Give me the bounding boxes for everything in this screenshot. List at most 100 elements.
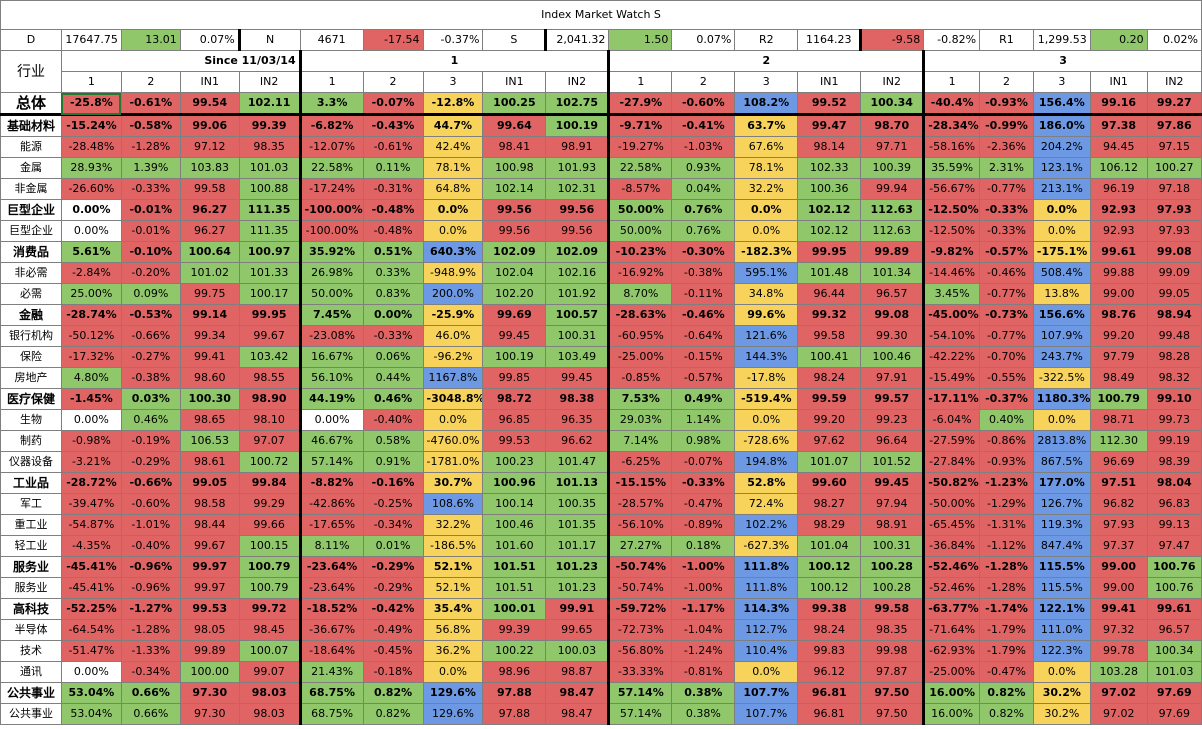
data-cell[interactable]: 213.1% <box>1032 178 1091 200</box>
data-cell[interactable]: 97.71 <box>860 136 925 158</box>
data-cell[interactable]: 0.11% <box>362 157 424 179</box>
data-cell[interactable]: 52.1% <box>422 577 484 599</box>
data-cell[interactable]: 98.27 <box>797 493 862 515</box>
index-quote-cell[interactable]: 2,041.32 <box>544 29 610 51</box>
data-cell[interactable]: 98.58 <box>179 493 240 515</box>
data-cell[interactable]: 78.1% <box>734 157 799 179</box>
data-cell[interactable]: -1.29% <box>979 493 1034 515</box>
data-cell[interactable]: -0.01% <box>120 199 181 221</box>
data-cell[interactable]: 0.04% <box>671 178 736 200</box>
data-cell[interactable]: 7.45% <box>298 304 364 326</box>
data-cell[interactable]: 102.14 <box>482 178 547 200</box>
data-cell[interactable]: 99.72 <box>238 598 301 620</box>
data-cell[interactable]: 0.91% <box>362 451 424 473</box>
data-cell[interactable]: -0.19% <box>120 430 181 452</box>
data-cell[interactable]: 0.66% <box>120 703 181 725</box>
data-cell[interactable]: 100.46 <box>482 514 547 536</box>
data-cell[interactable]: 101.93 <box>545 157 610 179</box>
data-cell[interactable]: 103.42 <box>238 346 301 368</box>
data-cell[interactable]: 53.04% <box>60 682 122 704</box>
data-cell[interactable]: -6.82% <box>298 113 364 137</box>
data-cell[interactable]: 96.81 <box>797 703 862 725</box>
data-cell[interactable]: 100.15 <box>238 535 301 557</box>
data-cell[interactable]: 98.72 <box>482 388 547 410</box>
data-cell[interactable]: 96.44 <box>797 283 862 305</box>
data-cell[interactable]: 0.00% <box>60 661 122 683</box>
data-cell[interactable]: 5.61% <box>60 241 122 263</box>
data-cell[interactable]: 21.43% <box>298 661 364 683</box>
data-cell[interactable]: 98.41 <box>482 136 547 158</box>
data-cell[interactable]: -1.31% <box>979 514 1034 536</box>
data-cell[interactable]: -1.12% <box>979 535 1034 557</box>
data-cell[interactable]: -17.11% <box>922 388 981 410</box>
data-cell[interactable]: 97.93 <box>1146 220 1202 242</box>
data-cell[interactable]: -186.5% <box>422 535 484 557</box>
data-cell[interactable]: -0.58% <box>120 113 181 137</box>
data-cell[interactable]: 99.98 <box>860 640 925 662</box>
data-cell[interactable]: -63.77% <box>922 598 981 620</box>
data-cell[interactable]: 102.11 <box>238 92 301 115</box>
data-cell[interactable]: 0.93% <box>671 157 736 179</box>
data-cell[interactable]: 30.2% <box>1032 703 1091 725</box>
data-cell[interactable]: 99.54 <box>179 92 240 115</box>
data-cell[interactable]: 100.28 <box>860 577 925 599</box>
data-cell[interactable]: 100.07 <box>238 640 301 662</box>
data-cell[interactable]: -12.50% <box>922 199 981 221</box>
data-cell[interactable]: -9.71% <box>607 113 673 137</box>
data-cell[interactable]: -8.82% <box>298 472 364 494</box>
data-cell[interactable]: 98.32 <box>1146 367 1202 389</box>
data-cell[interactable]: -0.15% <box>671 346 736 368</box>
data-cell[interactable]: 99.45 <box>545 367 610 389</box>
data-cell[interactable]: 68.75% <box>298 682 364 704</box>
data-cell[interactable]: -0.48% <box>362 220 424 242</box>
data-cell[interactable]: 100.28 <box>860 556 925 578</box>
data-cell[interactable]: 22.58% <box>298 157 364 179</box>
data-cell[interactable]: 57.14% <box>607 703 673 725</box>
data-cell[interactable]: 8.70% <box>607 283 673 305</box>
data-cell[interactable]: 92.93 <box>1089 220 1148 242</box>
data-cell[interactable]: 99.57 <box>860 388 925 410</box>
data-cell[interactable]: -0.98% <box>60 430 122 452</box>
data-cell[interactable]: 99.95 <box>238 304 301 326</box>
data-cell[interactable]: -8.57% <box>607 178 673 200</box>
data-cell[interactable]: 102.12 <box>797 220 862 242</box>
data-cell[interactable]: -0.89% <box>671 514 736 536</box>
data-cell[interactable]: 30.7% <box>422 472 484 494</box>
data-cell[interactable]: -96.2% <box>422 346 484 368</box>
data-cell[interactable]: -0.34% <box>120 661 181 683</box>
data-cell[interactable]: 98.60 <box>179 367 240 389</box>
data-cell[interactable]: 99.08 <box>1146 241 1202 263</box>
data-cell[interactable]: 100.31 <box>545 325 610 347</box>
data-cell[interactable]: 101.60 <box>482 535 547 557</box>
data-cell[interactable]: 99.83 <box>797 640 862 662</box>
data-cell[interactable]: 0.49% <box>671 388 736 410</box>
data-cell[interactable]: -728.6% <box>734 430 799 452</box>
data-cell[interactable]: 99.39 <box>482 619 547 641</box>
data-cell[interactable]: 103.28 <box>1089 661 1148 683</box>
index-quote-cell[interactable]: 1,299.53 <box>1032 29 1091 51</box>
data-cell[interactable]: 102.31 <box>545 178 610 200</box>
data-cell[interactable]: -18.52% <box>298 598 364 620</box>
data-cell[interactable]: 22.58% <box>607 157 673 179</box>
data-cell[interactable]: 99.00 <box>1089 577 1148 599</box>
data-cell[interactable]: 99.53 <box>179 598 240 620</box>
data-cell[interactable]: -0.40% <box>120 535 181 557</box>
data-cell[interactable]: -2.36% <box>979 136 1034 158</box>
data-cell[interactable]: -6.25% <box>607 451 673 473</box>
data-cell[interactable]: 101.03 <box>1146 661 1202 683</box>
data-cell[interactable]: -0.57% <box>979 241 1034 263</box>
index-quote-cell[interactable]: 0.07% <box>179 29 240 51</box>
data-cell[interactable]: 99.41 <box>1089 598 1148 620</box>
data-cell[interactable]: 126.7% <box>1032 493 1091 515</box>
data-cell[interactable]: 99.97 <box>179 577 240 599</box>
data-cell[interactable]: 98.91 <box>860 514 925 536</box>
data-cell[interactable]: 97.50 <box>860 703 925 725</box>
data-cell[interactable]: -0.55% <box>979 367 1034 389</box>
data-cell[interactable]: 30.2% <box>1032 682 1091 704</box>
data-cell[interactable]: 1167.8% <box>422 367 484 389</box>
data-cell[interactable]: 194.8% <box>734 451 799 473</box>
data-cell[interactable]: 100.79 <box>238 577 301 599</box>
data-cell[interactable]: 100.27 <box>1146 157 1202 179</box>
data-cell[interactable]: 99.61 <box>1146 598 1202 620</box>
data-cell[interactable]: 98.70 <box>860 113 925 137</box>
